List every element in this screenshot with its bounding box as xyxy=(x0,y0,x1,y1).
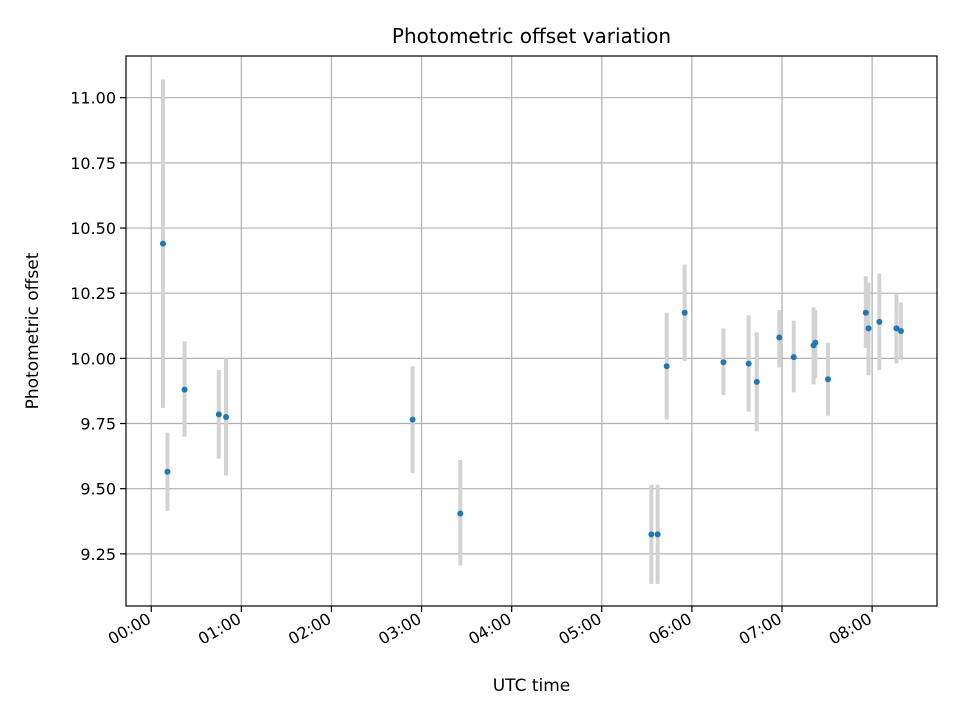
data-point xyxy=(790,354,797,361)
data-point xyxy=(862,309,869,316)
data-point xyxy=(648,531,655,538)
data-point xyxy=(824,376,831,383)
data-point xyxy=(745,360,752,367)
data-point xyxy=(457,510,464,517)
data-point xyxy=(753,378,760,385)
point-layer xyxy=(159,240,904,538)
y-tick-label: 9.25 xyxy=(80,545,116,564)
data-point xyxy=(223,414,230,421)
y-axis-label: Photometric offset xyxy=(23,252,43,409)
data-point xyxy=(215,411,222,418)
data-point xyxy=(893,325,900,332)
x-axis-label: UTC time xyxy=(493,676,571,696)
data-point xyxy=(164,468,171,475)
plot-frame xyxy=(125,55,938,607)
data-point xyxy=(663,363,670,370)
y-tick-label: 10.25 xyxy=(70,284,116,303)
data-point xyxy=(654,531,661,538)
y-tick-label: 10.75 xyxy=(70,154,116,173)
data-point xyxy=(181,386,188,393)
data-point xyxy=(876,318,883,325)
data-point xyxy=(681,309,688,316)
y-tick-label: 10.00 xyxy=(70,349,116,368)
y-tick-label: 9.75 xyxy=(80,415,116,434)
y-tick-label: 10.50 xyxy=(70,219,116,238)
data-point xyxy=(776,334,783,341)
data-point xyxy=(409,416,416,423)
data-point xyxy=(812,339,819,346)
chart-title: Photometric offset variation xyxy=(392,24,671,48)
data-point xyxy=(159,240,166,247)
data-point xyxy=(720,359,727,366)
data-point xyxy=(897,328,904,334)
y-tick-label: 11.00 xyxy=(70,89,116,108)
data-point xyxy=(865,325,872,332)
y-tick-label: 9.50 xyxy=(80,480,116,499)
grid-layer xyxy=(126,56,937,606)
